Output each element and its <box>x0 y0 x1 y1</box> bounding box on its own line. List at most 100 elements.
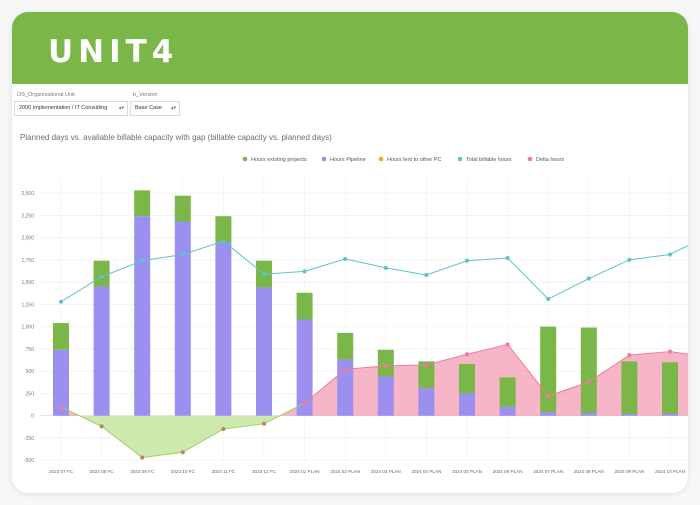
bar-hours-pipeline <box>621 413 638 416</box>
x-tick-label: 2023 09 FC <box>130 469 155 474</box>
delta-point <box>261 421 267 426</box>
delta-line-segment <box>345 365 386 370</box>
delta-area-positive <box>61 344 688 416</box>
x-tick-label: 2023 07 FC <box>49 469 74 474</box>
legend-label: Hours Pipeline <box>330 157 366 163</box>
y-tick-label: 1,250 <box>21 302 34 308</box>
x-tick-label: 2024 07 PLAN <box>533 469 563 474</box>
legend-label: Total billable hours <box>466 157 512 163</box>
delta-area-negative <box>61 415 688 458</box>
total-billable-point <box>261 271 267 277</box>
bar-hours-existing-projects <box>377 349 394 377</box>
delta-line-segment <box>60 406 102 427</box>
delta-line-segment <box>263 402 305 425</box>
total-billable-point <box>99 274 104 279</box>
delta-point <box>383 363 388 368</box>
delta-point <box>302 401 307 406</box>
bar-hours-pipeline <box>93 286 110 416</box>
x-tick-label: 2024 01 PLAN <box>290 469 320 474</box>
version-select-value: Base Case <box>135 105 162 111</box>
x-tick-label: 2024 03 PLAN <box>371 469 401 474</box>
delta-point <box>464 352 470 357</box>
combo-chart: -500 -250 0 250 500 750 1,000 1,250 1,500 1,750 2,… <box>21 156 688 474</box>
total-billable-point <box>586 276 591 281</box>
legend-marker <box>378 156 384 162</box>
legend-label: Delta hours <box>536 157 564 163</box>
total-billable-point <box>140 258 145 263</box>
legend-marker <box>321 156 327 162</box>
bar-hours-pipeline <box>540 412 557 416</box>
delta-line-segment <box>101 425 143 458</box>
y-tick-label: 2,000 <box>21 236 34 242</box>
y-tick-label: 1,500 <box>21 280 34 286</box>
bar-hours-existing-projects <box>580 327 597 414</box>
y-tick-label: 250 <box>26 391 35 397</box>
delta-line-segment <box>548 381 589 397</box>
bar-hours-pipeline <box>296 319 313 416</box>
x-tick-label: 2024 09 PLAN <box>614 469 644 474</box>
x-tick-label: 2024 04 PLAN <box>411 469 441 474</box>
x-tick-label: 2023 10 FC <box>171 469 196 474</box>
bar-hours-existing-projects <box>215 216 232 243</box>
total-billable-point <box>627 257 632 262</box>
total-billable-point <box>424 272 429 278</box>
delta-point <box>99 424 104 429</box>
total-billable-point <box>343 256 348 262</box>
bar-hours-pipeline <box>459 393 475 416</box>
bar-hours-existing-projects <box>499 377 516 407</box>
bar-hours-pipeline <box>499 406 516 416</box>
delta-point <box>343 367 348 372</box>
total-billable-point <box>58 299 64 304</box>
total-billable-point <box>180 252 185 257</box>
x-tick-label: 2024 08 PLAN <box>574 469 604 474</box>
bar-hours-existing-projects <box>337 332 354 360</box>
bar-hours-pipeline <box>174 221 191 416</box>
delta-line-segment <box>182 428 224 453</box>
delta-line-segment <box>223 423 265 430</box>
total-billable-point <box>546 296 551 302</box>
x-tick-label: 2024 02 PLAN <box>330 469 360 474</box>
delta-point <box>586 379 591 384</box>
y-tick-label: -500 <box>24 458 34 464</box>
y-tick-label: 1,000 <box>21 325 34 331</box>
dashboard-card: UNIT4 OS_Organizational Unit 2000 Implem… <box>12 12 688 493</box>
unit4-logo: UNIT4 <box>48 34 179 70</box>
delta-line-segment <box>669 351 688 355</box>
bar-hours-pipeline <box>377 376 394 416</box>
delta-line-segment <box>142 451 183 459</box>
delta-point <box>546 393 551 399</box>
total-billable-point <box>464 258 470 263</box>
org-unit-select[interactable]: 2000 Implementation / IT Consulting ▴▾ <box>14 101 128 116</box>
version-select[interactable]: Base Case ▴▾ <box>130 101 180 116</box>
x-tick-label: 2023 12 FC <box>252 469 277 474</box>
org-unit-filter-label: OS_Organizational Unit <box>17 92 75 98</box>
y-tick-label: 500 <box>26 369 35 375</box>
total-billable-point <box>667 252 673 257</box>
delta-line-segment <box>588 354 630 383</box>
bar-hours-pipeline <box>418 388 435 416</box>
total-billable-line <box>60 240 688 303</box>
delta-line-segment <box>466 343 508 355</box>
legend-marker <box>457 156 463 162</box>
y-tick-label: 750 <box>26 347 35 353</box>
legend-marker <box>527 156 533 162</box>
y-tick-label: 1,750 <box>21 258 34 264</box>
bar-hours-pipeline <box>256 287 272 416</box>
legend-label: Hours existing projects <box>251 157 307 163</box>
chevron-updown-icon: ▴▾ <box>118 105 124 111</box>
bar-hours-pipeline <box>215 242 232 416</box>
bar-hours-existing-projects <box>418 361 435 389</box>
delta-point <box>667 349 673 354</box>
delta-point <box>180 450 185 455</box>
bar-hours-pipeline <box>53 349 69 416</box>
bar-hours-pipeline <box>337 359 354 416</box>
delta-line-segment <box>426 353 468 366</box>
delta-line-segment <box>385 364 427 367</box>
version-filter: b_Version Base Case ▴▾ <box>130 90 180 116</box>
delta-point <box>58 404 64 409</box>
total-billable-point <box>221 239 226 244</box>
header-banner: UNIT4 <box>12 12 688 84</box>
bar-hours-pipeline <box>134 216 151 416</box>
delta-point <box>627 353 632 358</box>
bar-hours-existing-projects <box>296 292 313 320</box>
